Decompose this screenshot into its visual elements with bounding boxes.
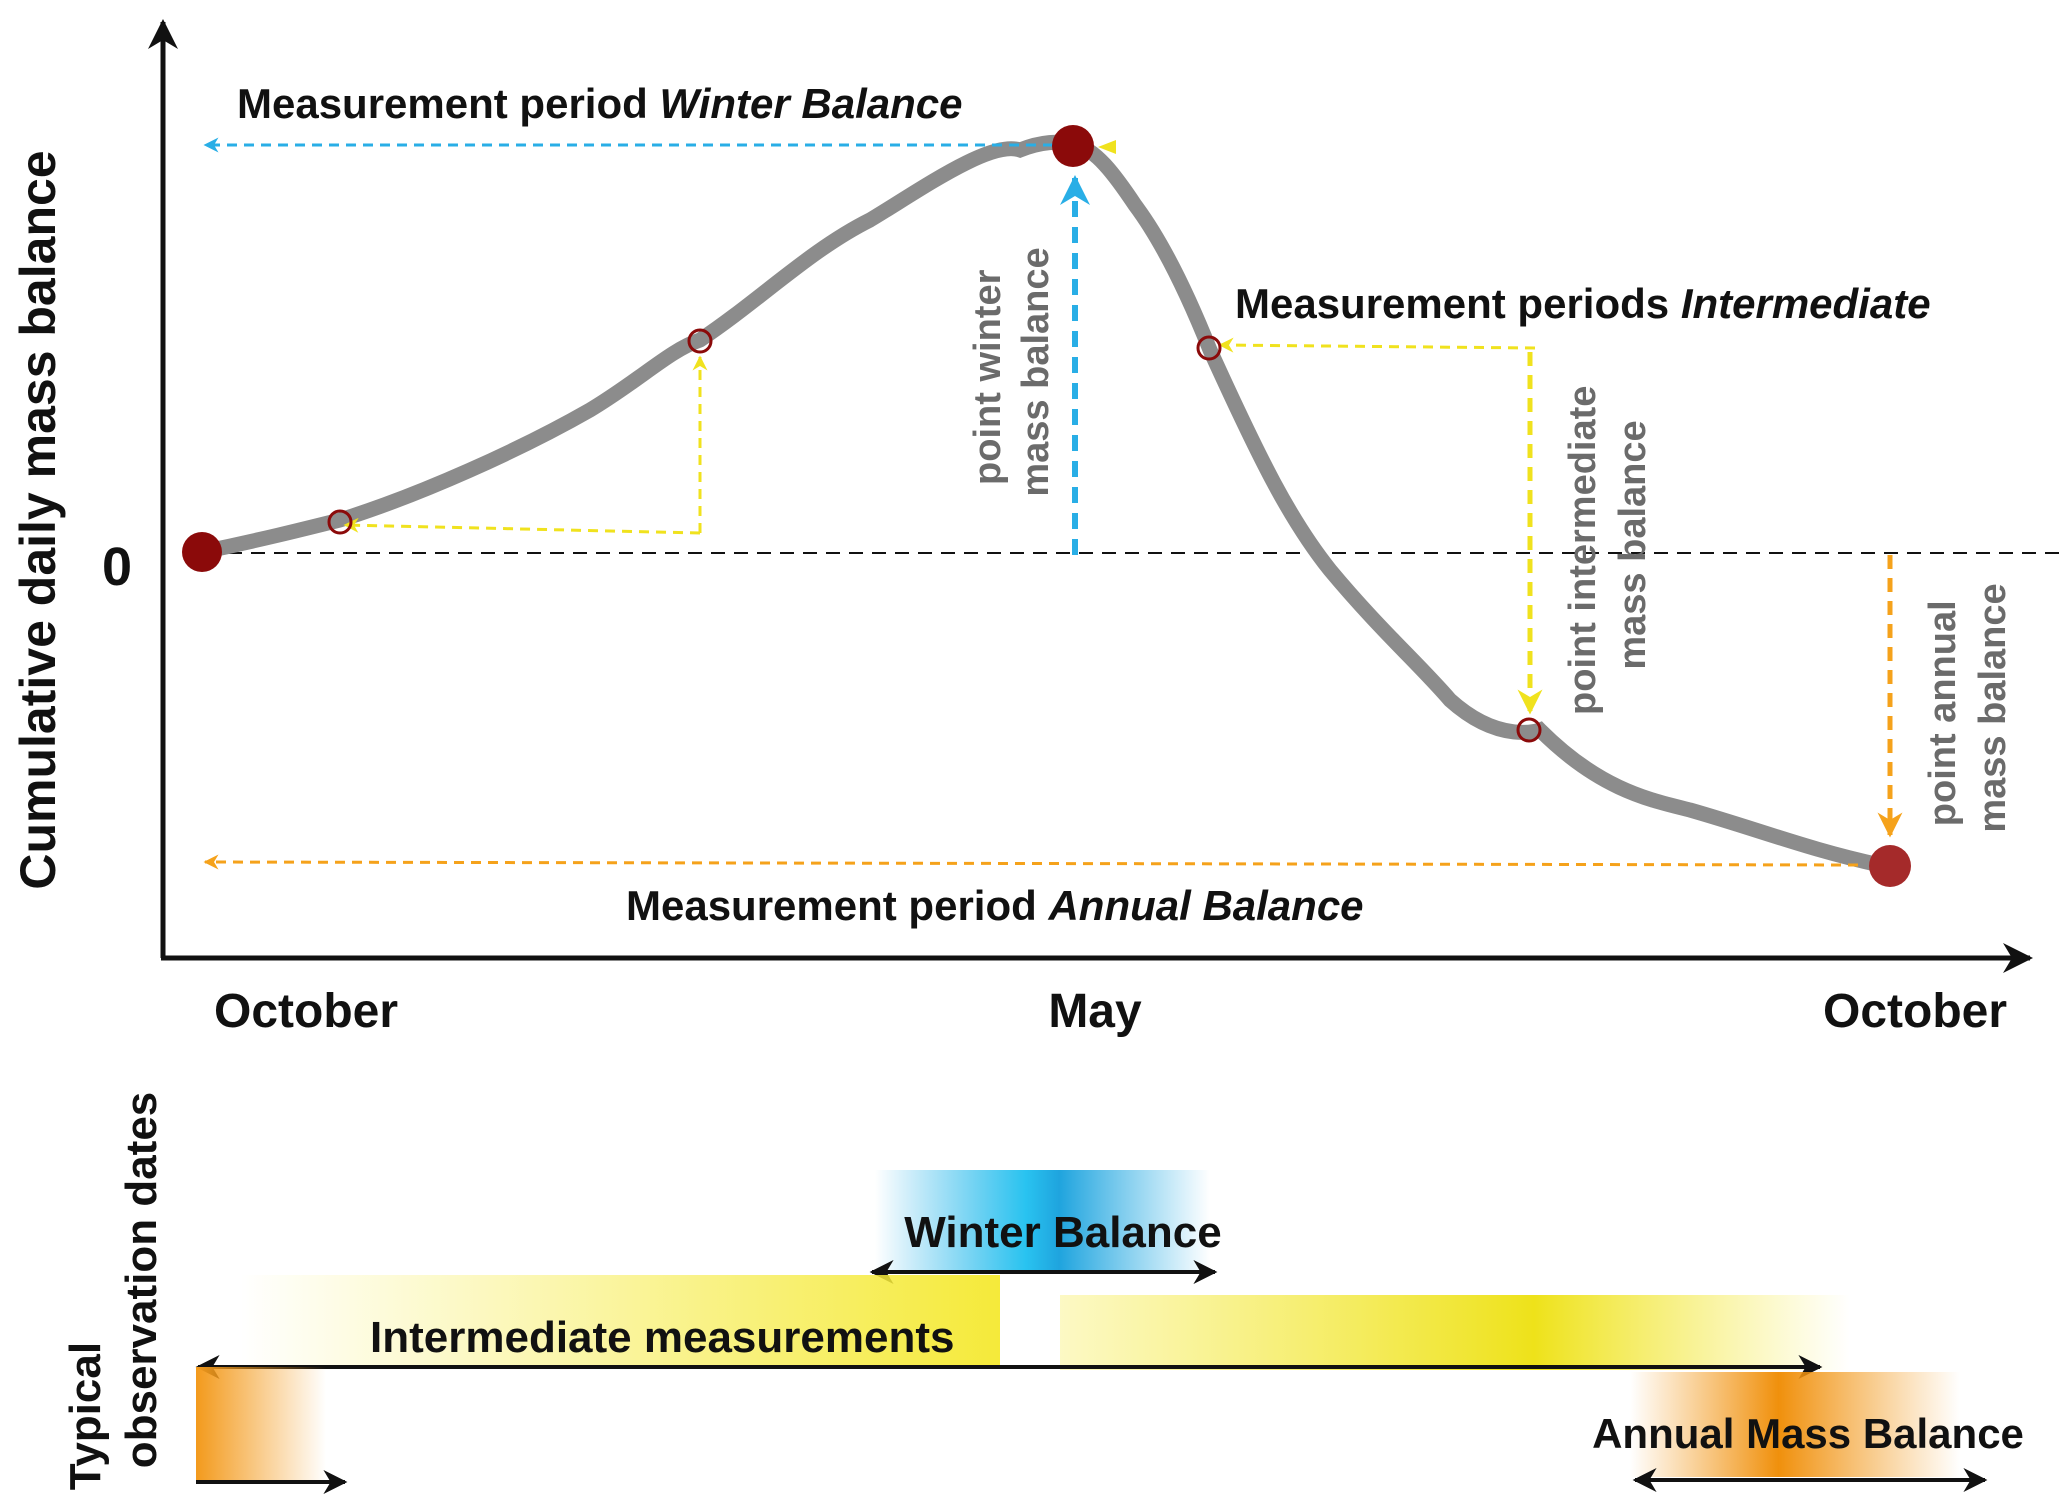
annual-band-right	[1630, 1372, 1960, 1477]
y-axis-label: Cumulative daily mass balance	[10, 150, 66, 889]
intermediate-point-4	[1516, 717, 1542, 743]
x-tick-october-end: October	[1823, 985, 2007, 1038]
annual-band-label: Annual Mass Balance	[1592, 1410, 2024, 1457]
annual-end-point	[1869, 845, 1911, 887]
point-winter-label: point winter mass balance	[967, 247, 1057, 496]
intermediate-early-horizontal-arrow	[343, 517, 701, 535]
point-intermediate-label: point intermediate mass balance	[1562, 375, 1654, 715]
timeline-ylabel: Typical observation dates	[61, 1092, 166, 1491]
winter-band	[875, 1170, 1210, 1270]
intermediate-point-3	[1196, 335, 1222, 361]
intermediate-band-right	[1060, 1295, 1850, 1370]
winter-period-label: Measurement period Winter Balance	[237, 80, 963, 127]
x-tick-october-start: October	[214, 985, 398, 1038]
annual-period-label: Measurement period Annual Balance	[626, 882, 1364, 929]
intermediate-point-1	[327, 509, 353, 535]
intermediate-horizontal-arrow	[1218, 337, 1536, 353]
annual-band-left	[196, 1367, 326, 1482]
annual-period-arrow	[203, 854, 1859, 870]
start-point	[182, 532, 222, 572]
winter-small-arrowhead	[1098, 140, 1116, 154]
intermediate-band-label: Intermediate measurements	[370, 1313, 954, 1362]
x-tick-may: May	[1048, 985, 1142, 1038]
winter-max-point	[1052, 125, 1094, 167]
point-annual-label: point annual mass balance	[1922, 583, 2014, 832]
intermediate-period-label: Measurement periods Intermediate	[1235, 280, 1931, 327]
winter-band-label: Winter Balance	[904, 1208, 1221, 1257]
intermediate-band-left	[240, 1275, 1000, 1365]
intermediate-point-2	[687, 328, 713, 354]
zero-label: 0	[102, 537, 132, 597]
